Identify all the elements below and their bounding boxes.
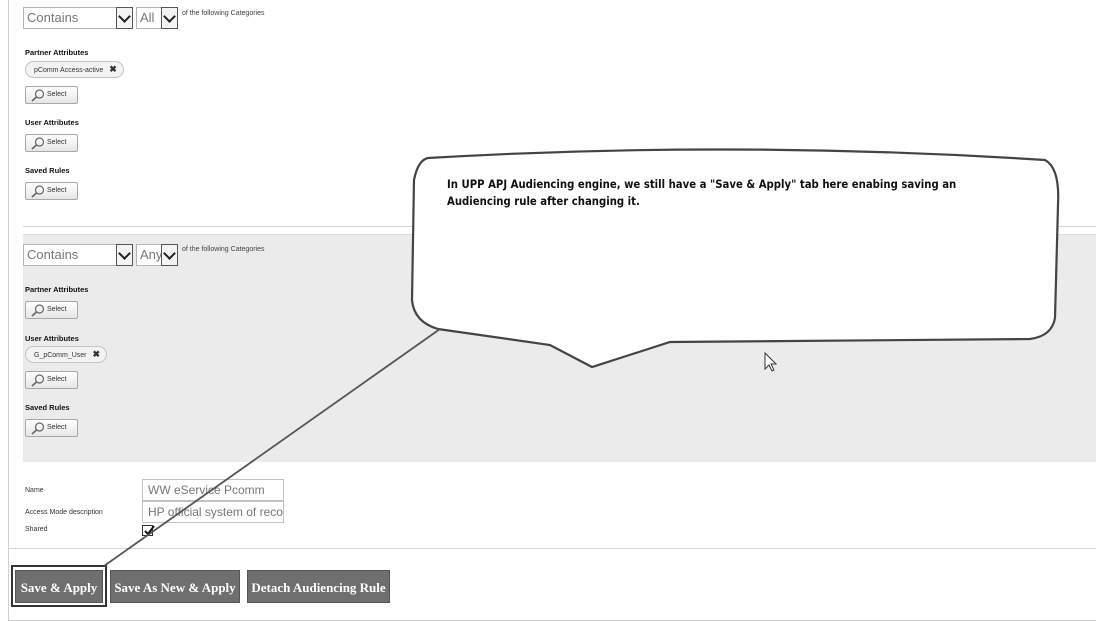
magnifier-icon (31, 374, 45, 387)
access-mode-description-field[interactable]: HP official system of recor (142, 501, 284, 523)
quantifier-select-2-value: Any (140, 247, 163, 262)
select-label: Select (47, 139, 67, 146)
saved-rules-label-1: Saved Rules (25, 166, 70, 175)
chevron-down-icon (116, 7, 133, 29)
saved-rules-label-2: Saved Rules (25, 403, 70, 412)
select-label: Select (47, 91, 67, 98)
save-apply-highlight (11, 565, 107, 607)
saved-rules-select-button-2[interactable]: Select (25, 419, 78, 437)
condition-select-2[interactable]: Contains (23, 244, 133, 266)
saved-rules-select-button-1[interactable]: Select (25, 182, 78, 200)
user-tag-label: G_pComm_User (34, 352, 87, 359)
save-as-new-apply-button[interactable]: Save As New & Apply (110, 570, 240, 603)
user-attributes-label-1: User Attributes (25, 118, 79, 127)
page-frame (8, 0, 1096, 621)
following-categories-text-1: of the following Categories (182, 10, 265, 17)
chevron-down-icon (161, 7, 178, 29)
quantifier-select-1-value: All (140, 10, 155, 25)
condition-select-2-value: Contains (27, 247, 79, 262)
shared-label: Shared (25, 526, 48, 533)
quantifier-select-2[interactable]: Any (136, 244, 178, 266)
callout-pointer-line (103, 328, 441, 567)
speech-bubble (410, 148, 1060, 369)
partner-attributes-label-1: Partner Attributes (25, 48, 89, 57)
magnifier-icon (31, 422, 45, 435)
condition-select-1[interactable]: Contains (23, 7, 133, 29)
partner-tag-label: pComm Access-active (34, 67, 104, 74)
user-select-button-1[interactable]: Select (25, 134, 78, 152)
chevron-down-icon (116, 244, 133, 266)
quantifier-select-1[interactable]: All (136, 7, 178, 29)
user-attribute-tag: G_pComm_User ✖ (25, 346, 108, 363)
callout-text: In UPP APJ Audiencing engine, we still h… (447, 177, 957, 208)
user-select-button-2[interactable]: Select (25, 371, 78, 389)
mouse-pointer-icon (764, 351, 778, 372)
magnifier-icon (31, 137, 45, 150)
save-apply-button[interactable]: Save & Apply (15, 570, 103, 603)
partner-select-button-2[interactable]: Select (25, 301, 78, 319)
partner-attributes-label-2: Partner Attributes (25, 285, 89, 294)
detach-audiencing-rule-button[interactable]: Detach Audiencing Rule (247, 570, 390, 603)
select-label: Select (47, 376, 67, 383)
user-attributes-label-2: User Attributes (25, 334, 79, 343)
select-label: Select (47, 187, 67, 194)
remove-x-icon[interactable]: ✖ (109, 64, 117, 74)
chevron-down-icon (161, 244, 178, 266)
partner-attribute-tag: pComm Access-active ✖ (25, 61, 124, 78)
following-categories-text-2: of the following Categories (182, 246, 265, 253)
form-divider (8, 548, 1096, 549)
select-label: Select (47, 306, 67, 313)
partner-select-button-1[interactable]: Select (25, 86, 78, 104)
access-mode-description-label: Access Mode description (25, 509, 103, 516)
name-label: Name (25, 487, 44, 494)
condition-select-1-value: Contains (27, 10, 79, 25)
select-label: Select (47, 424, 67, 431)
remove-x-icon[interactable]: ✖ (92, 349, 101, 359)
magnifier-icon (31, 304, 45, 317)
magnifier-icon (31, 89, 45, 102)
magnifier-icon (31, 185, 45, 198)
